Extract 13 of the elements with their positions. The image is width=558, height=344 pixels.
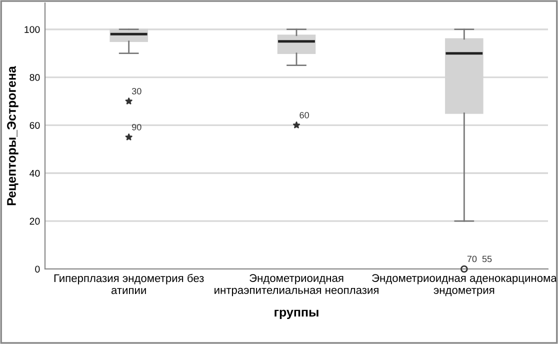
- y-tick-label: 60: [30, 122, 40, 129]
- x-axis-title: группы: [274, 310, 318, 320]
- y-axis-title: Рецепторы_Эстрогена: [7, 66, 18, 206]
- y-tick-label: 80: [30, 74, 40, 81]
- y-tick-label: 0: [35, 266, 40, 273]
- annotation: 90: [132, 124, 142, 130]
- annotation: 60: [300, 112, 309, 118]
- y-tick-label: 20: [30, 218, 40, 225]
- y-tick-label: 40: [30, 170, 40, 177]
- x-tick-label: Гиперплазия эндометрия без атипии: [54, 274, 204, 294]
- y-tick-label: 100: [24, 26, 40, 33]
- annotation: 70 55: [467, 256, 492, 262]
- annotation: 30: [132, 88, 142, 94]
